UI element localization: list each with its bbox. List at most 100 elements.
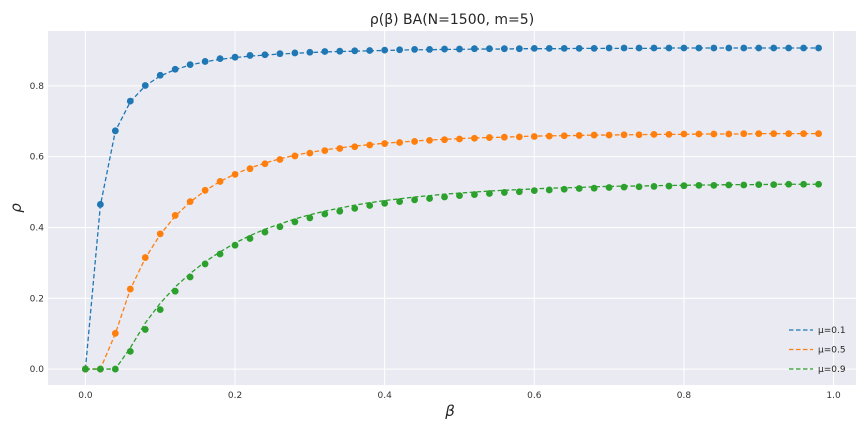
data-point [590, 184, 598, 192]
data-point [680, 130, 688, 138]
data-point [515, 45, 523, 53]
data-point [740, 130, 748, 138]
data-point [800, 180, 808, 188]
data-point [695, 130, 703, 138]
data-point [530, 187, 538, 195]
tick-labels: 0.0 0.2 0.4 0.6 0.8 1.0 0.0 0.2 0.4 0.6 0.8 [30, 82, 841, 401]
y-tick-label: 0.0 [30, 365, 45, 375]
data-point [695, 44, 703, 52]
data-point [471, 191, 478, 198]
data-point [785, 180, 793, 188]
legend-label: μ=0.1 [818, 326, 846, 336]
data-point [261, 160, 269, 168]
data-point [231, 53, 239, 61]
data-point [306, 214, 314, 222]
series-layer [82, 44, 822, 373]
data-point [186, 273, 194, 281]
data-point [201, 58, 209, 65]
data-point [426, 136, 433, 144]
data-point [515, 188, 523, 196]
data-point [426, 195, 433, 202]
data-point [411, 196, 418, 204]
data-point [500, 133, 508, 141]
data-point [725, 181, 733, 189]
y-axis-label: ρ [7, 203, 25, 213]
data-point [590, 44, 598, 52]
data-point [381, 140, 389, 147]
data-point [605, 131, 613, 139]
y-tick-label: 0.8 [30, 82, 45, 92]
data-point [815, 44, 822, 52]
data-point [471, 45, 478, 53]
data-point [291, 49, 299, 57]
data-point [291, 218, 299, 226]
data-point [635, 44, 643, 52]
data-point [246, 52, 254, 59]
data-point [486, 190, 493, 197]
data-point [96, 365, 104, 373]
data-point [620, 183, 628, 191]
y-tick-label: 0.6 [30, 153, 45, 163]
data-point [650, 183, 658, 190]
data-point [111, 365, 119, 373]
data-point [770, 44, 778, 52]
plot-area [48, 31, 856, 385]
data-point [381, 46, 389, 54]
data-point [216, 178, 224, 185]
data-point [186, 61, 194, 69]
data-point [321, 48, 329, 55]
data-point [515, 133, 523, 141]
data-point [171, 65, 179, 73]
data-point [680, 44, 688, 52]
data-point [321, 147, 329, 155]
data-point [770, 130, 778, 138]
data-point [740, 44, 748, 52]
data-point [306, 48, 314, 56]
data-point [231, 170, 239, 178]
data-point [665, 44, 673, 52]
data-point [620, 44, 628, 52]
data-point [111, 127, 119, 135]
legend-label: μ=0.5 [818, 346, 846, 356]
data-point [321, 210, 329, 218]
legend-label: μ=0.9 [818, 365, 846, 375]
data-point [710, 130, 718, 138]
data-point [201, 186, 209, 194]
data-point [680, 182, 688, 190]
data-point [396, 198, 404, 206]
data-point [366, 47, 374, 54]
data-point [276, 50, 284, 58]
data-point [216, 250, 224, 258]
data-point [755, 181, 763, 189]
data-point [545, 186, 553, 194]
data-point [351, 47, 359, 55]
data-point [246, 165, 254, 173]
data-point [605, 44, 613, 52]
data-point [306, 149, 314, 157]
data-point [126, 97, 134, 105]
x-tick-label: 0.8 [677, 391, 692, 401]
data-point [575, 44, 583, 52]
data-point [171, 212, 179, 219]
data-point [396, 46, 404, 54]
data-point [82, 365, 89, 373]
data-point [545, 44, 553, 52]
data-point [530, 44, 538, 52]
data-point [336, 47, 344, 55]
data-point [725, 130, 733, 138]
data-point [426, 46, 433, 53]
data-point [710, 181, 718, 189]
data-point [96, 201, 104, 208]
x-axis-label: β [444, 402, 455, 420]
data-point [725, 44, 733, 52]
data-point [366, 202, 374, 209]
data-point [186, 198, 194, 206]
data-point [141, 326, 149, 333]
data-point [201, 260, 209, 268]
data-point [650, 44, 658, 52]
data-point [141, 82, 149, 89]
data-point [351, 143, 359, 151]
data-point [710, 44, 718, 52]
data-point [456, 135, 463, 143]
